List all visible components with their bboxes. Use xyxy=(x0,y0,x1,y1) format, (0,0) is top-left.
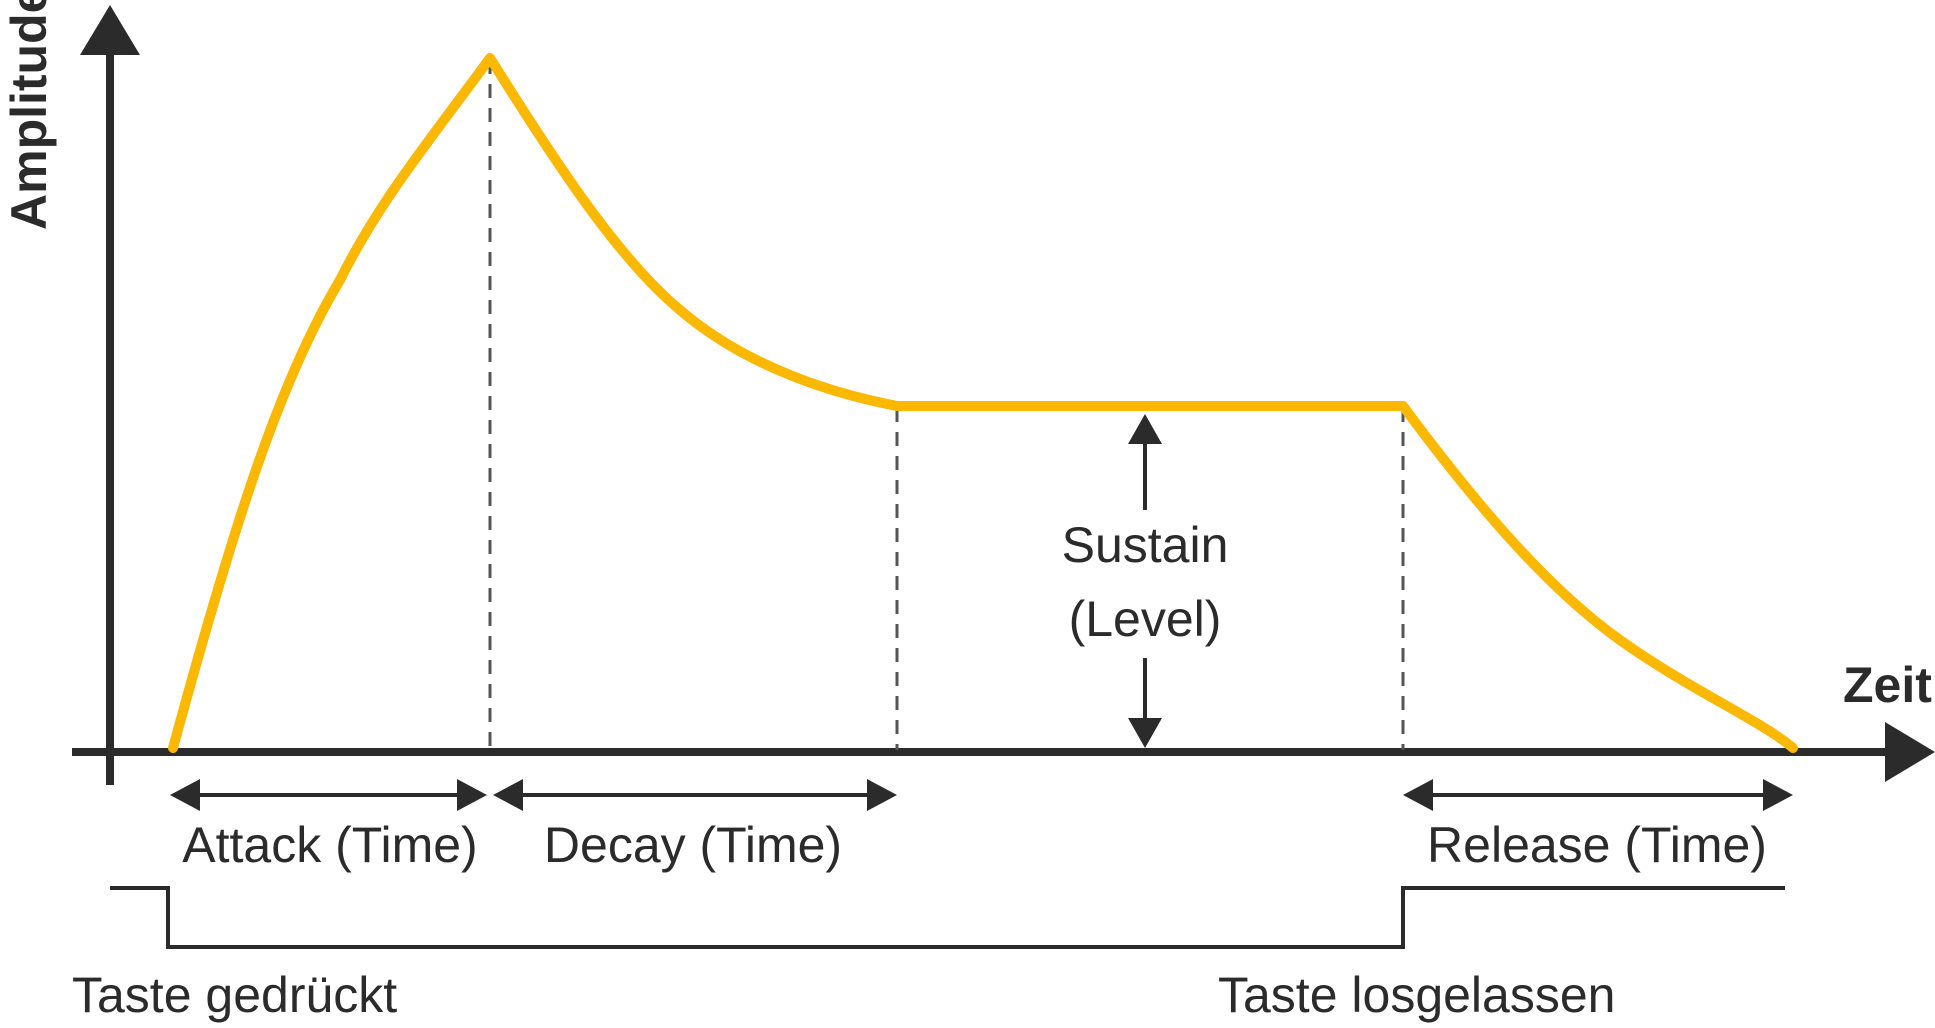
release-label: Release (Time) xyxy=(1427,817,1767,873)
sustain-arrow-up-head xyxy=(1128,414,1162,444)
x-axis-arrowhead xyxy=(1885,722,1935,782)
release-right-arrowhead xyxy=(1763,779,1793,811)
sustain-label-line1: Sustain xyxy=(1062,517,1229,573)
decay-label: Decay (Time) xyxy=(544,817,842,873)
key-pressed-label: Taste gedrückt xyxy=(72,967,397,1023)
x-axis-label: Zeit xyxy=(1843,657,1932,713)
release-left-arrowhead xyxy=(1403,779,1433,811)
attack-label: Attack (Time) xyxy=(182,817,477,873)
sustain-label-line2: (Level) xyxy=(1069,591,1222,647)
key-released-label: Taste losgelassen xyxy=(1218,967,1615,1023)
decay-right-arrowhead xyxy=(867,779,897,811)
y-axis-arrowhead xyxy=(80,5,140,55)
decay-left-arrowhead xyxy=(493,779,523,811)
key-gate-signal xyxy=(110,886,1785,949)
sustain-arrow-down-head xyxy=(1128,718,1162,748)
adsr-envelope-curve xyxy=(168,53,1798,753)
attack-left-arrowhead xyxy=(170,779,200,811)
attack-right-arrowhead xyxy=(457,779,487,811)
y-axis-label: Amplitude xyxy=(1,0,57,230)
